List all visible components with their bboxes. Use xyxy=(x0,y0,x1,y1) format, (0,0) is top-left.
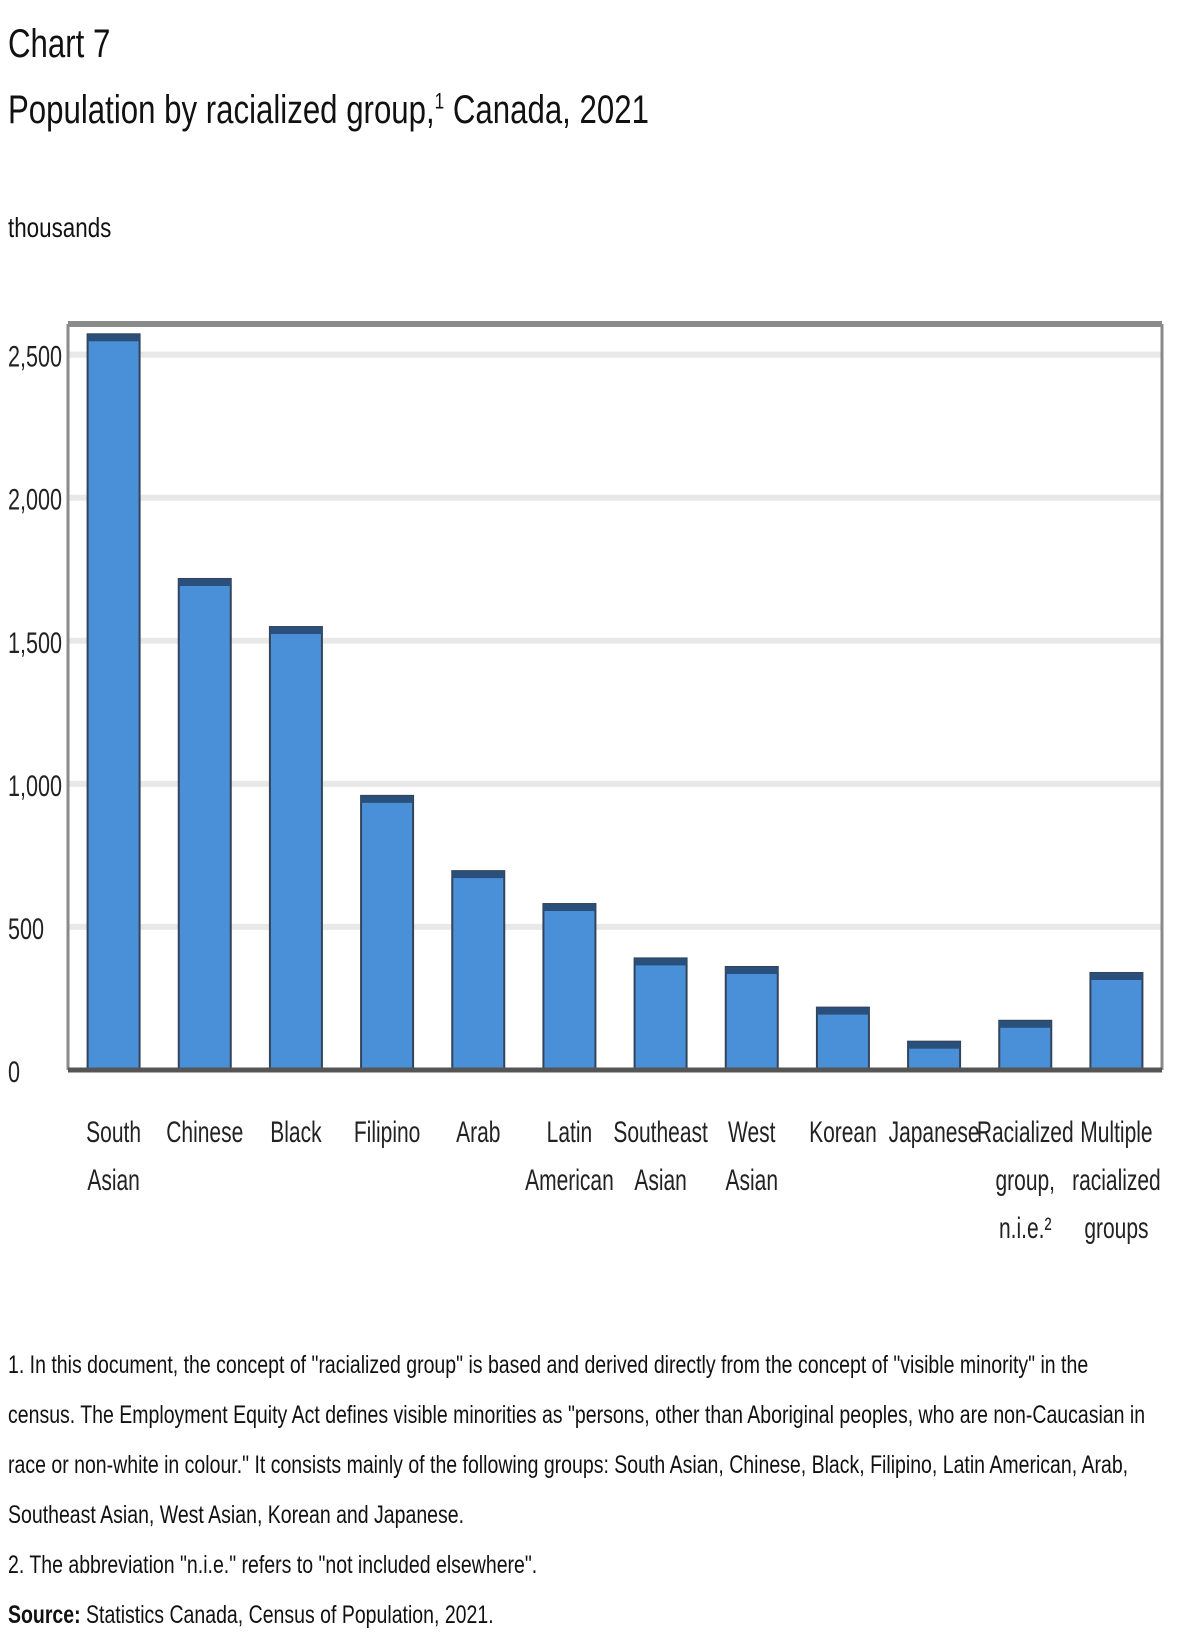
footnote-2: 2. The abbreviation "n.i.e." refers to "… xyxy=(8,1551,538,1579)
bar-chart: 0 500 1,000 1,500 2,000 2,500 South Asian Chines… xyxy=(8,321,1164,1245)
y-axis-unit-label: thousands xyxy=(8,212,112,243)
x-tick-label-line: American xyxy=(525,1165,614,1197)
y-tick-label: 2,000 xyxy=(8,482,62,516)
x-tick-label-line: South xyxy=(86,1117,141,1149)
bar xyxy=(360,794,415,1071)
x-tick-label-line: Southeast xyxy=(613,1117,708,1149)
bar-cap xyxy=(908,1041,961,1049)
bar xyxy=(1089,971,1144,1071)
x-tick-label-line: Black xyxy=(270,1117,321,1149)
bar xyxy=(815,1006,870,1072)
chart-title: Population by racialized group,1 Canada,… xyxy=(8,88,649,133)
x-tick-label: West Asian xyxy=(726,1117,778,1197)
x-tick-label-line: Multiple xyxy=(1080,1117,1152,1149)
bar-cap xyxy=(178,578,231,586)
bar-cap xyxy=(361,795,414,803)
x-tick-label-line: Korean xyxy=(809,1117,877,1149)
y-tick-label: 0 xyxy=(8,1054,20,1088)
x-tick-label-line: Asian xyxy=(87,1165,139,1197)
bar-cap xyxy=(634,958,687,966)
x-tick-label: Chinese xyxy=(166,1117,243,1149)
bar-cap xyxy=(725,966,778,974)
source-label: Source: xyxy=(8,1601,81,1629)
chart-title-suffix: Canada, 2021 xyxy=(444,88,649,132)
bar-cap xyxy=(1090,972,1143,980)
x-tick-label: Black xyxy=(270,1117,321,1149)
chart-number: Chart 7 xyxy=(8,22,111,66)
bar-cap xyxy=(543,904,596,912)
x-tick-label-line: Asian xyxy=(634,1165,686,1197)
bar xyxy=(451,870,506,1071)
source-line: Source: Statistics Canada, Census of Pop… xyxy=(8,1590,1147,1640)
x-tick-label-line: Asian xyxy=(726,1165,778,1197)
bar xyxy=(268,626,323,1071)
footnote-1: 1. In this document, the concept of "rac… xyxy=(8,1351,1146,1529)
x-tick-label: Japanese xyxy=(889,1117,980,1149)
bar xyxy=(542,903,597,1071)
x-tick-label-line: group, xyxy=(995,1165,1055,1197)
bar xyxy=(177,577,232,1071)
x-tick-label-line: Chinese xyxy=(166,1117,243,1149)
bar xyxy=(86,333,141,1071)
bar-cap xyxy=(87,334,140,342)
bar-cap xyxy=(999,1020,1052,1028)
bar-cap xyxy=(269,627,322,635)
source-text: Statistics Canada, Census of Population,… xyxy=(80,1601,494,1629)
bar xyxy=(724,965,779,1071)
x-tick-label-line: Filipino xyxy=(354,1117,420,1149)
x-tick-label-line: West xyxy=(728,1117,775,1149)
y-tick-label: 1,000 xyxy=(8,768,62,802)
x-tick-label: Latin American xyxy=(525,1117,614,1197)
x-tick-label-line: n.i.e.² xyxy=(999,1213,1052,1245)
chart-title-text: Population by racialized group, xyxy=(8,88,435,132)
x-tick-label: Arab xyxy=(456,1117,500,1149)
bar xyxy=(998,1019,1053,1072)
x-tick-label: Southeast Asian xyxy=(613,1117,708,1197)
footnotes: 1. In this document, the concept of "rac… xyxy=(8,1340,1147,1640)
x-tick-label: Filipino xyxy=(354,1117,420,1149)
bar-cap xyxy=(816,1007,869,1015)
bar-cap xyxy=(452,871,505,879)
chart-title-footnote-mark: 1 xyxy=(434,88,445,114)
x-tick-label: Korean xyxy=(809,1117,877,1149)
bar xyxy=(633,957,688,1072)
x-tick-label-line: Racialized xyxy=(977,1117,1074,1149)
x-tick-label-line: racialized xyxy=(1072,1165,1161,1197)
y-tick-label: 2,500 xyxy=(8,339,62,373)
x-tick-label-line: Arab xyxy=(456,1117,500,1149)
x-tick-label: Multiple racialized groups xyxy=(1072,1117,1161,1245)
x-tick-label-line: Latin xyxy=(547,1117,593,1149)
x-tick-label: South Asian xyxy=(86,1117,141,1197)
y-tick-label: 1,500 xyxy=(8,625,62,659)
x-tick-label-line: groups xyxy=(1084,1213,1148,1245)
x-tick-label: Racialized group, n.i.e.² xyxy=(977,1117,1074,1245)
x-tick-label-line: Japanese xyxy=(889,1117,980,1149)
y-tick-label: 500 xyxy=(8,911,44,945)
